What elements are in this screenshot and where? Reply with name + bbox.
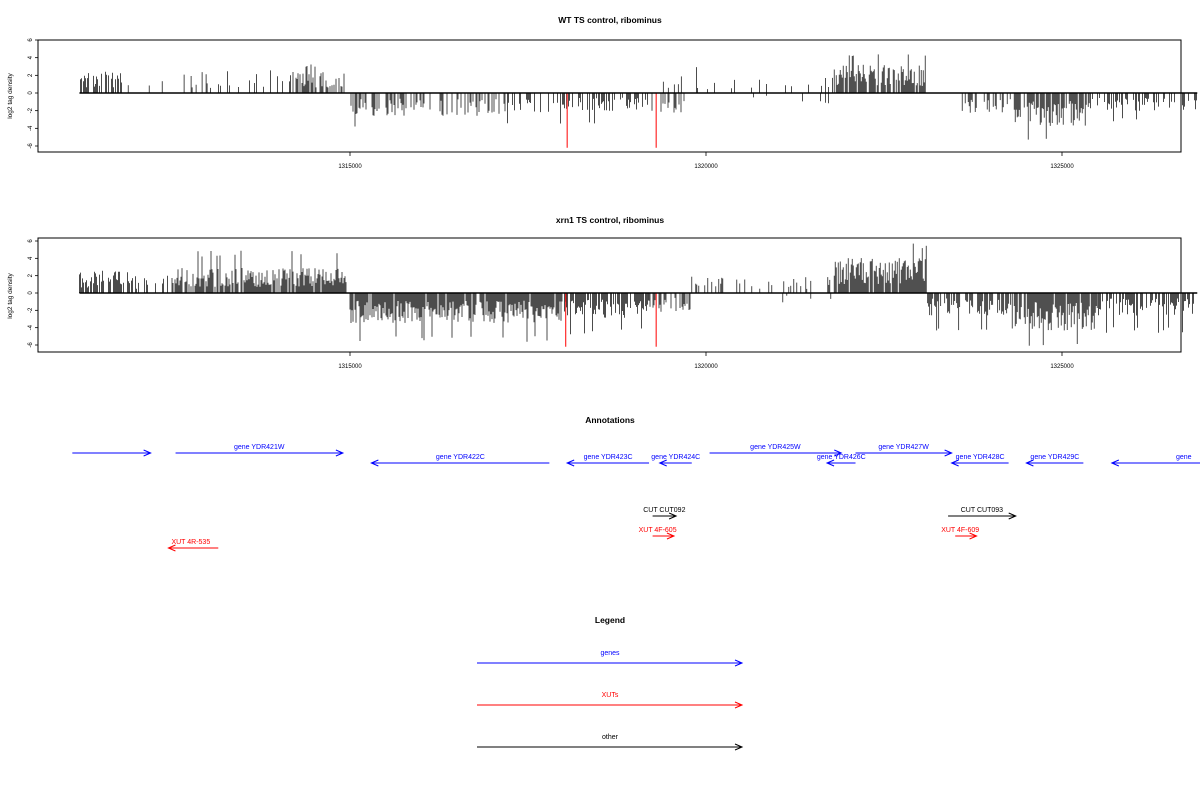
legend-label: XUTs (602, 692, 619, 699)
annotation-arrowhead (335, 449, 345, 457)
panel-wt-bars (80, 54, 1197, 148)
annotation-features: gene YDR421W gene YDR422C gene YDR423C gene… (72, 444, 1200, 552)
panel-wt-y-axis: 6 4 2 0 -2 -4 -6 (28, 38, 38, 149)
annotation-label: XUT 4F-605 (639, 527, 677, 534)
panel-wt-xtick-label: 1315000 (338, 164, 362, 170)
annotation-feature: gene YDR428C (950, 454, 1009, 467)
annotation-arrowhead (950, 459, 959, 467)
annotation-label: gene YDR422C (436, 454, 485, 461)
annotation-arrowhead (944, 449, 953, 457)
annotation-arrowhead (1008, 512, 1017, 520)
annotation-feature: gene YDR429C (1025, 454, 1084, 467)
annotation-arrowhead (1110, 459, 1120, 467)
panel-xrn1-bars (79, 243, 1194, 347)
annotation-label: CUT CUT093 (961, 507, 1003, 514)
panel-wt-xtick-label: 1325000 (1050, 164, 1074, 170)
annotation-feature: XUT 4F-609 (941, 527, 979, 540)
annotation-feature: gene YDR427W (855, 444, 953, 457)
legend-item: XUTs (477, 692, 744, 709)
legend-arrowhead (734, 743, 744, 751)
annotation-arrowhead (565, 459, 575, 467)
panel-wt-ytick-label: -4 (28, 125, 34, 131)
annotation-label: gene YDR429C (1030, 454, 1079, 461)
annotation-feature: gene YDR425W (709, 444, 843, 457)
panel-wt-frame (37, 39, 1182, 153)
panel-wt-ytick-label: -2 (28, 107, 34, 113)
panel-xrn1-ytick-label: 0 (28, 291, 34, 295)
annotation-label: gene (1176, 454, 1192, 461)
annotation-feature: CUT CUT093 (948, 507, 1017, 520)
annotation-arrowhead (834, 449, 843, 457)
annotation-label: gene YDR424C (651, 454, 700, 461)
panel-xrn1-xtick-label: 1320000 (694, 364, 718, 370)
legend: Legend genes XUTs other (477, 615, 744, 751)
annotation-label: gene YDR428C (956, 454, 1005, 461)
annotation-feature: gene YDR422C (370, 454, 550, 467)
annotation-arrowhead (167, 544, 176, 552)
panel-wt-xtick-label: 1320000 (694, 164, 718, 170)
annotation-label: gene YDR425W (750, 444, 801, 451)
legend-arrowhead (734, 701, 744, 709)
panel-wt-title: WT TS control, ribominus (558, 15, 662, 25)
annotation-arrowhead (143, 449, 152, 457)
panel-xrn1-xtick-label: 1325000 (1050, 364, 1074, 370)
legend-item: genes (477, 650, 744, 667)
legend-title: Legend (595, 615, 625, 625)
annotation-feature: gene YDR421W (175, 444, 345, 457)
annotation-feature: gene YDR426C (817, 454, 866, 467)
panel-xrn1-ytick-label: -4 (28, 324, 34, 330)
annotation-feature (72, 449, 152, 457)
panel-xrn1-ytick-label: 6 (28, 239, 34, 243)
annotation-label: gene YDR427W (878, 444, 929, 451)
annotation-feature: XUT 4F-605 (639, 527, 677, 540)
panel-wt-x-axis: 1315000 1320000 1325000 (338, 152, 1074, 170)
annotation-label: CUT CUT092 (643, 507, 685, 514)
annotation-label: gene YDR421W (234, 444, 285, 451)
legend-items: genes XUTs other (477, 650, 744, 751)
panel-wt-ytick-label: 6 (28, 38, 34, 42)
panel-xrn1-ylabel: log2 tag density (7, 272, 14, 318)
panel-wt: WT TS control, ribominus 6 4 2 0 -2 -4 -6 1315… (7, 15, 1198, 170)
panel-xrn1: xrn1 TS control, ribominus 6 4 2 0 -2 -4 -6 13… (7, 215, 1198, 370)
annotation-feature: gene YDR423C (565, 454, 650, 467)
annotations-title: Annotations (585, 415, 635, 425)
annotation-label: XUT 4F-609 (941, 527, 979, 534)
panel-xrn1-ytick-label: 4 (28, 256, 34, 260)
panel-xrn1-ytick-label: -2 (28, 307, 34, 313)
panel-wt-ylabel: log2 tag density (7, 72, 14, 118)
annotation-arrowhead (370, 459, 379, 467)
annotation-arrowhead (668, 512, 678, 520)
panel-wt-ytick-label: 0 (28, 91, 34, 95)
annotation-label: gene YDR426C (817, 454, 866, 461)
panel-xrn1-ytick-label: 2 (28, 273, 34, 277)
annotation-arrowhead (969, 532, 978, 540)
legend-arrowhead (734, 659, 744, 667)
panel-xrn1-x-axis: 1315000 1320000 1325000 (338, 352, 1074, 370)
legend-label: other (602, 734, 619, 741)
annotation-feature: XUT 4R-535 (167, 539, 219, 552)
legend-item: other (477, 734, 744, 751)
legend-label: genes (600, 650, 620, 657)
annotation-feature: gene (1110, 454, 1200, 467)
annotation-arrowhead (1025, 459, 1034, 467)
panel-xrn1-ytick-label: -6 (28, 342, 34, 348)
panel-xrn1-frame (37, 237, 1182, 353)
annotation-label: gene YDR423C (584, 454, 633, 461)
annotation-feature: gene YDR424C (651, 454, 700, 467)
panel-wt-ytick-label: -6 (28, 143, 34, 149)
panel-wt-ytick-label: 2 (28, 73, 34, 77)
panel-wt-ytick-label: 4 (28, 55, 34, 59)
panel-xrn1-xtick-label: 1315000 (338, 364, 362, 370)
annotation-feature: CUT CUT092 (643, 507, 686, 520)
annotation-arrowhead (825, 459, 835, 467)
annotation-arrowhead (658, 459, 667, 467)
panel-xrn1-y-axis: 6 4 2 0 -2 -4 -6 (28, 239, 38, 348)
annotation-label: XUT 4R-535 (171, 539, 210, 546)
annotation-arrowhead (666, 532, 676, 540)
panel-xrn1-title: xrn1 TS control, ribominus (556, 215, 664, 225)
